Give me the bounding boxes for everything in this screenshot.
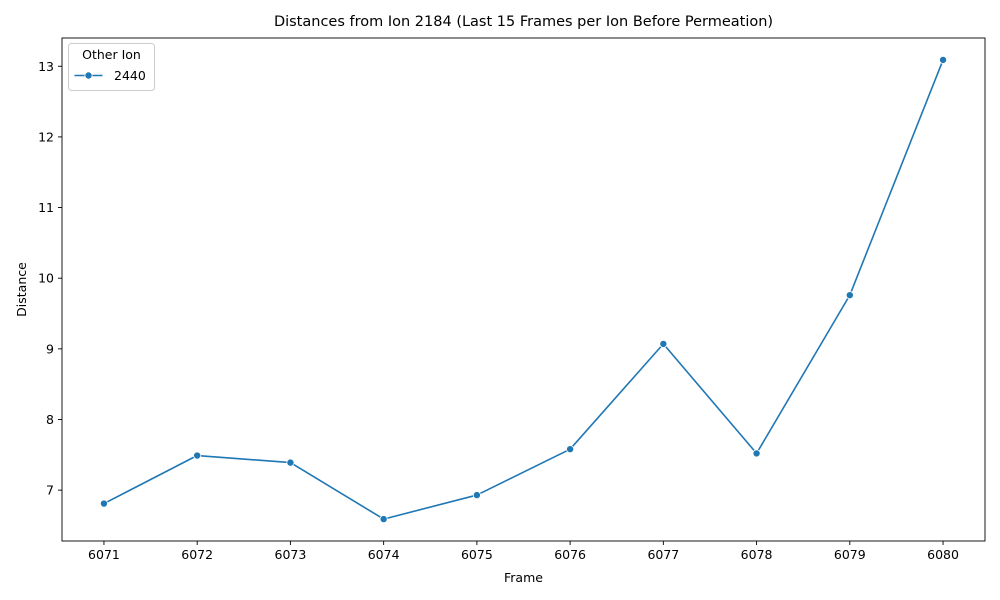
plot-area: [62, 38, 985, 541]
x-tick-label: 6080: [927, 547, 959, 562]
data-point: [99, 499, 108, 508]
data-point: [379, 515, 388, 524]
data-point: [659, 339, 668, 348]
series-points: [99, 55, 948, 524]
x-axis-ticks: 6071 6072 6073 6074 6075 6076 6077 6078 6079 6080: [88, 541, 959, 562]
chart-title: Distances from Ion 2184 (Last 15 Frames …: [274, 14, 773, 30]
series-line-2440: [103, 59, 944, 520]
plot-background: [62, 38, 985, 541]
data-point: [939, 55, 948, 64]
plot-frame: [61, 37, 986, 542]
data-point: [566, 445, 575, 454]
y-tick-label: 10: [38, 271, 54, 286]
x-tick-label: 6078: [741, 547, 773, 562]
data-point: [752, 449, 761, 458]
x-tick-label: 6071: [88, 547, 120, 562]
y-tick-label: 8: [46, 412, 54, 427]
data-point: [193, 451, 202, 460]
x-tick-label: 6072: [181, 547, 213, 562]
x-tick-label: 6073: [275, 547, 307, 562]
series-lines: [103, 59, 944, 520]
x-tick-label: 6075: [461, 547, 493, 562]
legend-title: Other Ion: [82, 47, 141, 62]
data-point: [845, 291, 854, 300]
data-point: [286, 458, 295, 467]
y-tick-label: 13: [38, 59, 54, 74]
y-tick-label: 9: [46, 341, 54, 356]
x-tick-label: 6074: [368, 547, 400, 562]
y-tick-label: 12: [38, 129, 54, 144]
legend: Other Ion 2440: [68, 43, 155, 91]
x-tick-label: 6076: [554, 547, 586, 562]
y-axis-label: Distance: [14, 262, 29, 317]
data-point: [472, 491, 481, 500]
y-axis-ticks: 7 8 9 10 11 12 13: [38, 59, 62, 498]
legend-entry-label: 2440: [114, 68, 146, 83]
x-tick-label: 6079: [834, 547, 866, 562]
legend-marker-swatch: [84, 71, 93, 80]
y-tick-label: 7: [46, 483, 54, 498]
x-axis-label: Frame: [504, 570, 543, 585]
x-tick-label: 6077: [647, 547, 679, 562]
y-tick-label: 11: [38, 200, 54, 215]
